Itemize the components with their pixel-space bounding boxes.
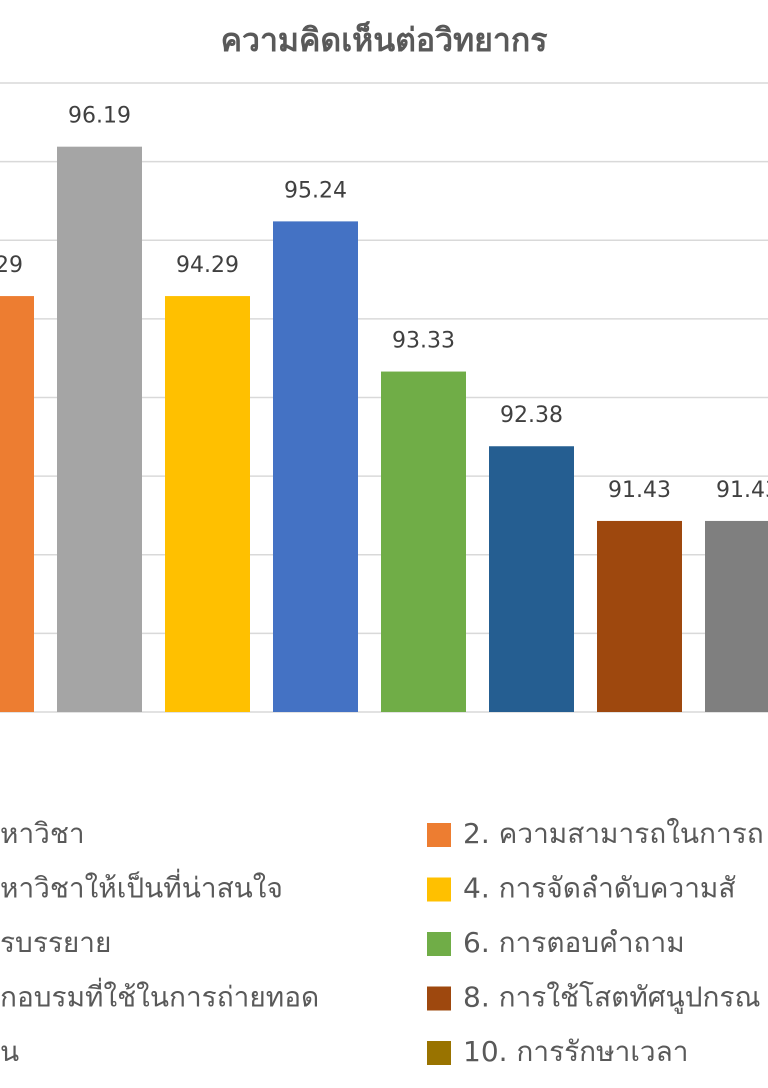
bar: [381, 371, 466, 712]
legend-label: 4. การจัดลำดับความสั: [463, 872, 735, 905]
legend-label: หาวิชาให้เป็นที่น่าสนใจ: [0, 869, 283, 905]
legend-label: กอบรมที่ใช้ในการถ่ายทอด: [0, 978, 319, 1014]
legend-label: 10. การรักษาเวลา: [463, 1035, 689, 1068]
legend-swatch: [427, 823, 451, 847]
bar: [57, 146, 142, 712]
bar: [705, 520, 768, 712]
legend-label: หาวิชา: [0, 817, 85, 850]
value-label: 94.29: [0, 253, 23, 278]
legend-swatch: [427, 932, 451, 956]
legend-swatch: [427, 986, 451, 1011]
legend-label: 6. การตอบคำถาม: [463, 926, 685, 959]
legend-swatch: [427, 877, 451, 902]
legend-label: น: [0, 1035, 19, 1068]
legend-swatch: [427, 1041, 451, 1065]
bar: [489, 446, 574, 712]
bar: [165, 296, 250, 712]
value-label: 91.43: [716, 478, 768, 503]
bar: [0, 296, 34, 712]
value-label: 91.43: [608, 478, 671, 503]
chart-title: ความคิดเห็นต่อวิทยากร: [221, 20, 548, 59]
bar: [597, 520, 682, 712]
value-label: 95.24: [284, 178, 347, 203]
bar: [273, 221, 358, 712]
value-label: 93.33: [392, 329, 455, 354]
value-label: 96.19: [68, 104, 131, 129]
value-label: 92.38: [500, 403, 563, 428]
value-label: 94.29: [176, 253, 239, 278]
legend-label: 8. การใช้โสตทัศนูปกรณ: [463, 981, 760, 1015]
legend-label: รบรรยาย: [0, 926, 111, 959]
legend-label: 2. ความสามารถในการถ: [463, 817, 764, 850]
